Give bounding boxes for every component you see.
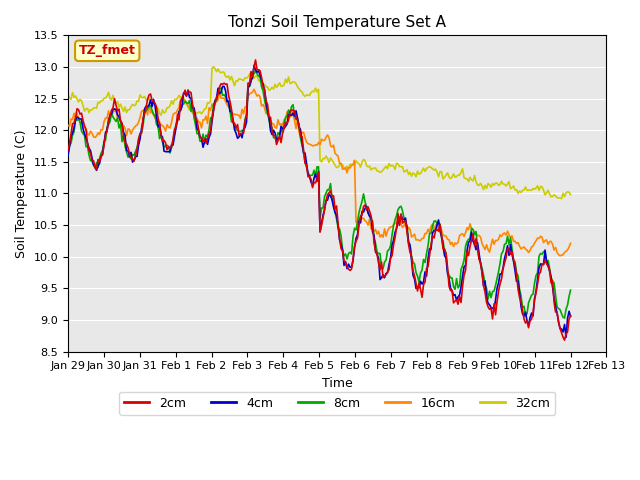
16cm xyxy=(64,122,72,128)
4cm xyxy=(175,108,183,114)
2cm xyxy=(348,266,355,272)
32cm xyxy=(64,92,72,97)
8cm xyxy=(252,68,259,74)
8cm xyxy=(348,251,355,257)
32cm xyxy=(348,161,355,167)
4cm xyxy=(250,62,258,68)
32cm xyxy=(557,196,565,202)
16cm xyxy=(566,240,574,246)
8cm xyxy=(566,288,574,293)
8cm xyxy=(64,150,72,156)
4cm xyxy=(348,264,355,270)
2cm xyxy=(252,57,259,63)
8cm xyxy=(175,109,183,115)
32cm xyxy=(477,180,484,186)
2cm xyxy=(483,299,490,305)
X-axis label: Time: Time xyxy=(322,377,353,390)
16cm xyxy=(214,96,222,102)
2cm xyxy=(566,312,574,318)
16cm xyxy=(348,162,355,168)
Title: Tonzi Soil Temperature Set A: Tonzi Soil Temperature Set A xyxy=(228,15,446,30)
8cm xyxy=(483,286,490,291)
Text: TZ_fmet: TZ_fmet xyxy=(79,44,136,57)
16cm xyxy=(483,242,490,248)
4cm xyxy=(70,125,78,131)
8cm xyxy=(477,260,484,265)
16cm xyxy=(477,234,484,240)
16cm xyxy=(250,86,258,92)
4cm xyxy=(566,313,574,319)
4cm xyxy=(483,294,490,300)
Legend: 2cm, 4cm, 8cm, 16cm, 32cm: 2cm, 4cm, 8cm, 16cm, 32cm xyxy=(119,392,555,415)
Line: 16cm: 16cm xyxy=(68,89,570,256)
8cm xyxy=(214,89,222,95)
16cm xyxy=(175,105,183,110)
2cm xyxy=(70,120,78,126)
32cm xyxy=(70,95,78,100)
Line: 32cm: 32cm xyxy=(68,67,570,199)
2cm xyxy=(64,147,72,153)
32cm xyxy=(210,64,218,70)
4cm xyxy=(64,153,72,158)
Y-axis label: Soil Temperature (C): Soil Temperature (C) xyxy=(15,129,28,258)
Line: 4cm: 4cm xyxy=(68,65,570,337)
4cm xyxy=(214,85,222,91)
2cm xyxy=(214,92,222,97)
32cm xyxy=(566,192,574,197)
32cm xyxy=(216,69,223,75)
4cm xyxy=(562,335,570,340)
2cm xyxy=(561,337,568,343)
Line: 8cm: 8cm xyxy=(68,71,570,318)
8cm xyxy=(561,315,568,321)
2cm xyxy=(477,260,484,265)
32cm xyxy=(175,93,183,98)
16cm xyxy=(556,253,564,259)
4cm xyxy=(477,261,484,267)
2cm xyxy=(175,117,183,122)
8cm xyxy=(70,129,78,134)
16cm xyxy=(70,110,78,116)
Line: 2cm: 2cm xyxy=(68,60,570,340)
32cm xyxy=(483,186,490,192)
